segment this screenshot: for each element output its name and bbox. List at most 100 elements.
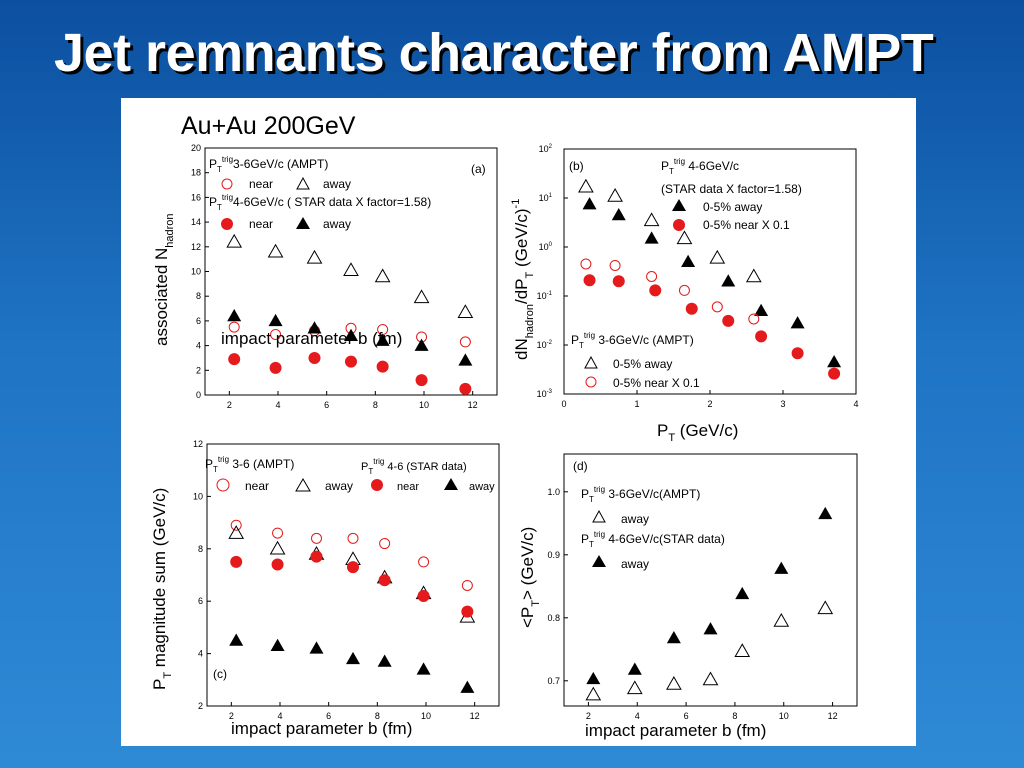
panel-b-label: (b) [569,159,584,173]
panel-b-marks [578,178,842,380]
away-star-marker [270,638,285,651]
away-star-marker [754,303,769,317]
x-tick-label: 4 [277,711,282,721]
away-star-marker [644,231,659,244]
x-tick-label: 12 [828,711,838,721]
away-star-marker [460,680,475,693]
panel-d-label: (d) [573,459,588,473]
legend-filled-circle-icon [673,219,685,231]
pt-sup: trig [594,530,605,539]
away-ampt-marker [702,671,719,686]
near-star-marker [345,355,357,368]
panel-c-legend-ampt-title: PTtrig 3-6 (AMPT) [205,455,294,474]
panel-a-xlabel: impact parameter b (fm) [221,329,402,348]
away-ampt-marker [457,304,474,319]
y-tick-label: 18 [191,168,201,178]
x-tick-label: 2 [227,400,232,410]
legend-open-circle-icon [221,178,233,190]
legend-away-label: away [621,512,649,526]
near-star-marker [310,550,323,563]
away-ampt-marker [374,268,391,283]
x-tick-label: 4 [635,711,640,721]
near-star-marker [828,367,841,380]
near-star-marker [269,361,282,374]
away-ampt-marker [626,680,643,695]
near-star-marker [461,605,474,618]
y-tick-label: 0.9 [547,550,560,560]
pt-sup: trig [584,331,595,340]
legend-away-label: away [469,481,495,493]
near-ampt-marker [311,532,322,544]
xlabel-rest: (GeV/c) [675,421,738,440]
panel-b-ylabel: dNhadron/dPT (GeV/c)-1 [510,199,536,360]
away-star-marker [586,671,601,685]
ylabel-sub: T [162,672,174,679]
legend-text: 3-6GeV/c (AMPT) [595,333,694,347]
pt-sub: T [579,341,584,350]
y-tick-label: 4 [196,341,201,351]
away-ampt-marker [676,230,693,245]
panel-c-axis-ticks: 2 4 6 8 10 12 2 4 6 8 10 12 [193,439,480,721]
legend-filled-triangle-icon [592,555,606,567]
panel-d: 2 4 6 8 10 12 0.7 0.8 0.9 1.0 (d) impact paramete… [518,453,858,740]
away-star-marker [735,586,750,600]
near-ampt-marker [228,321,240,333]
ylabel-pre: <P [518,607,537,628]
near-star-marker [230,555,243,568]
near-star-marker [459,382,472,395]
near-star-marker [417,589,430,602]
x-tick-label: 12 [470,711,480,721]
x-tick-label: 8 [373,400,378,410]
near-star-marker [685,302,698,315]
away-star-marker [414,338,429,351]
panel-d-axis-ticks: 2 4 6 8 10 12 0.7 0.8 0.9 1.0 [547,487,837,721]
near-star-marker [347,561,359,574]
panel-a-ylabel-main: associated N [152,248,171,346]
legend-away-label: away [621,557,649,571]
near-star-marker [791,347,804,360]
legend-filled-triangle-icon [444,478,458,490]
y-tick-label: 8 [196,291,201,301]
legend-ampt-near-label: 0-5% near X 0.1 [613,376,700,390]
legend-text: 4-6GeV/c [685,159,739,173]
panel-a-legend-star-title: PTtrig4-6GeV/c ( STAR data X factor=1.58… [209,193,431,212]
away-ampt-marker [269,540,286,555]
away-ampt-marker [773,612,790,627]
near-ampt-marker [270,328,282,340]
away-ampt-marker [413,289,430,304]
away-star-marker [377,654,392,667]
away-star-marker [458,353,473,366]
y-tick-exponent: 2 [549,144,553,150]
pt-sup: trig [218,455,229,464]
legend-star-near-label: 0-5% near X 0.1 [703,218,790,232]
y-tick-label: 14 [191,217,201,227]
legend-ampt-away-label: 0-5% away [613,357,672,371]
y-tick-label: 2 [196,365,201,375]
y-tick-label: 6 [196,316,201,326]
near-star-marker [755,330,768,343]
slide-title: Jet remnants character from AMPT [54,23,934,83]
legend-near-label: near [249,217,273,231]
legend-filled-triangle-icon [672,199,686,211]
panel-b-legend: PTtrig 4-6GeV/c (STAR data X factor=1.58… [571,157,802,390]
away-star-marker [344,328,358,341]
y-tick-label: 8 [198,544,203,554]
away-star-marker [307,321,322,334]
pt-sub: T [368,467,373,476]
near-ampt-marker [609,259,621,271]
pt-sub: T [589,495,594,504]
pt-sup: trig [674,157,685,166]
y-tick-label: 10-2 [537,340,553,350]
away-star-marker [721,274,736,287]
panel-b-legend-star-title: PTtrig 4-6GeV/c [661,157,739,176]
panel-c-legend-star-title: PTtrig 4-6 (STAR data) [361,457,467,476]
away-star-marker [703,622,718,635]
near-star-marker [415,374,428,387]
panel-c-legend: PTtrig 3-6 (AMPT) PTtrig 4-6 (STAR data)… [205,455,495,493]
away-star-marker [611,207,626,221]
away-star-marker [346,651,360,665]
figure-panel: Au+Au 200GeV 2 4 6 8 10 12 0 2 4 6 8 10 12 14 16 18 20 (… [121,98,916,746]
away-star-marker [268,313,283,327]
panel-c: 2 4 6 8 10 12 2 4 6 8 10 12 (c) impact parameter b … [150,439,500,738]
y-tick-exponent: -3 [547,389,553,395]
